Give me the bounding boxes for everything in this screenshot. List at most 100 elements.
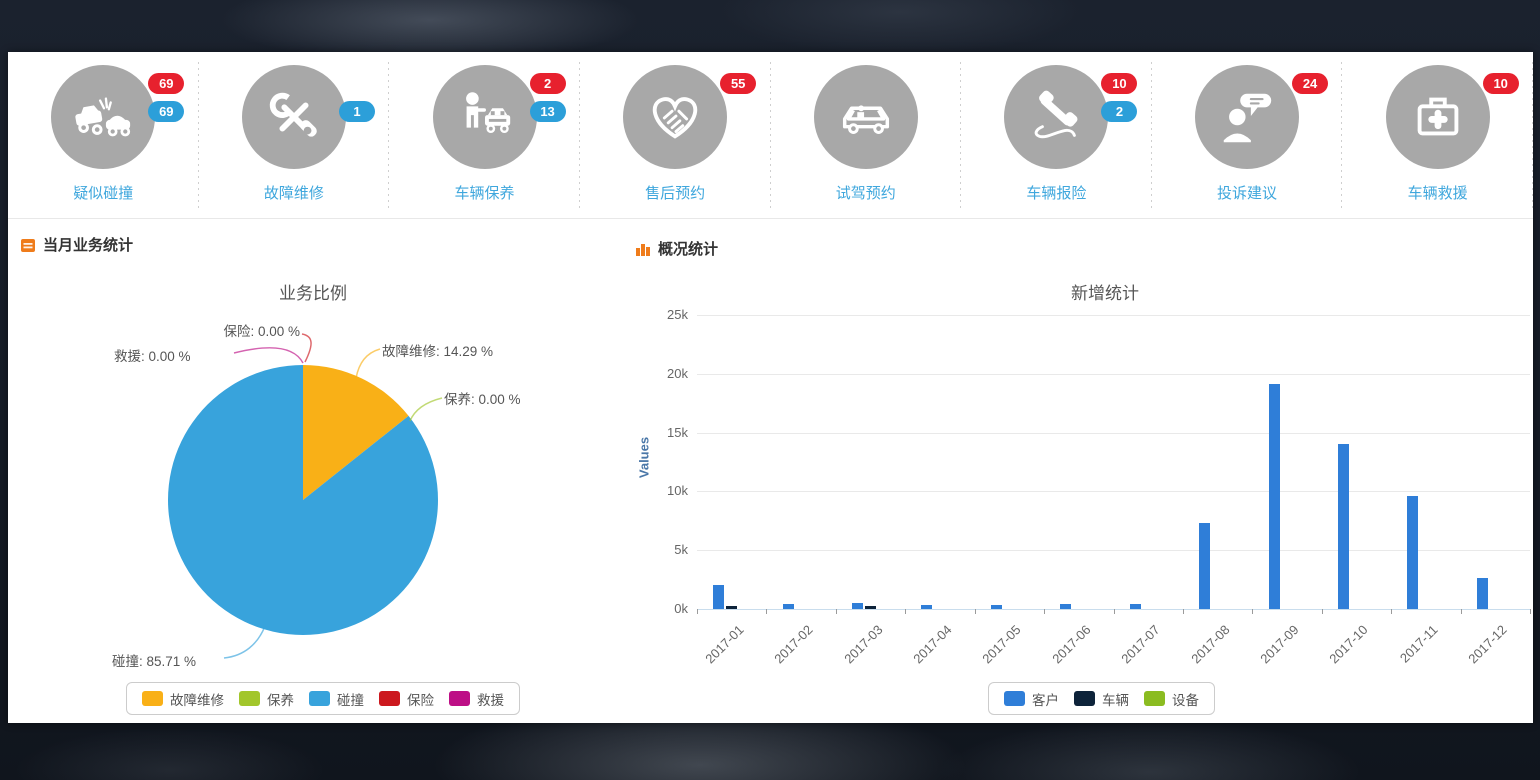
x-tick-label: 2017-03: [840, 622, 886, 667]
x-tick: [766, 609, 768, 614]
badge-blue: 1: [338, 101, 375, 122]
x-tick: [1530, 609, 1531, 614]
quick-action-label: 试驾预约: [835, 185, 896, 202]
feedback-person-icon: [1195, 65, 1300, 169]
legend-label: 保险: [407, 692, 434, 708]
quick-action-6[interactable]: 10 2 车辆报险: [961, 52, 1152, 216]
y-tick-label: 10k: [667, 483, 688, 499]
first-aid-kit-icon: [1385, 65, 1490, 169]
gridline: [697, 373, 1530, 375]
legend-item-保养[interactable]: 保养: [239, 689, 294, 709]
car-icon: [813, 65, 918, 169]
quick-action-1[interactable]: 69 69 疑似碰撞: [8, 52, 199, 216]
pie-leader-line: [301, 333, 312, 363]
quick-action-7[interactable]: 24 投诉建议: [1152, 52, 1343, 216]
bar-chart-legend: 客户 车辆 设备: [988, 682, 1215, 715]
badge-red: 55: [720, 73, 757, 94]
legend-label: 救援: [477, 692, 504, 708]
x-tick: [835, 609, 837, 614]
y-axis-title: Values: [636, 436, 652, 479]
x-tick-label: 2017-02: [771, 622, 816, 667]
legend-label: 车辆: [1102, 692, 1129, 708]
bar-chart-icon: [635, 241, 651, 257]
bar-chart-plot: [697, 315, 1531, 614]
bar-客户-2017-03: [852, 603, 864, 609]
quick-action-label: 疑似碰撞: [73, 185, 134, 202]
section-divider: [8, 218, 1533, 219]
legend-label: 保养: [267, 692, 294, 708]
x-tick-label: 2017-07: [1118, 622, 1163, 667]
left-section-header: 当月业务统计: [20, 234, 133, 255]
badge-red: 69: [148, 73, 185, 94]
quick-action-4[interactable]: 55 售后预约: [580, 52, 771, 216]
y-tick-label: 25k: [667, 307, 688, 322]
quick-action-8[interactable]: 10 车辆救援: [1342, 52, 1533, 216]
x-tick: [697, 609, 698, 614]
x-tick-label: 2017-08: [1187, 622, 1233, 667]
legend-chip: [379, 691, 400, 706]
quick-action-3[interactable]: 2 13 车辆保养: [389, 52, 580, 216]
badge-red: 24: [1292, 73, 1329, 94]
legend-item-故障维修[interactable]: 故障维修: [142, 689, 224, 709]
handshake-heart-icon: [623, 65, 728, 169]
x-tick-label: 2017-01: [701, 622, 747, 667]
pie-slice-3: [167, 364, 439, 635]
quick-actions-row: 69 69 疑似碰撞 1 故障维修 2 13 车辆保养 55 售后预约 试驾预约 10 2 车辆报险 24 投…: [8, 52, 1533, 216]
pie-callout: 碰撞: 85.71 %: [112, 654, 197, 669]
repair-tools-icon: [241, 65, 346, 169]
legend-item-客户[interactable]: 客户: [1004, 689, 1059, 709]
bar-客户-2017-01: [713, 585, 725, 609]
legend-chip: [1144, 691, 1165, 706]
legend-item-车辆[interactable]: 车辆: [1074, 689, 1129, 709]
x-tick: [1321, 609, 1323, 614]
y-tick-label: 20k: [667, 365, 688, 381]
pie-chart-legend: 故障维修 保养 碰撞 保险 救援: [126, 682, 520, 715]
x-tick-label: 2017-06: [1049, 622, 1094, 667]
quick-action-5[interactable]: 试驾预约: [771, 52, 962, 216]
x-tick-label: 2017-12: [1465, 622, 1510, 667]
right-section-title: 概况统计: [658, 241, 719, 258]
quick-action-label: 车辆报险: [1026, 185, 1087, 202]
gridline: [697, 315, 1530, 316]
x-tick: [1182, 609, 1184, 614]
pie-leader-line: [355, 348, 381, 379]
badge-red: 10: [1101, 73, 1138, 94]
x-tick: [974, 609, 976, 614]
y-tick-label: 5k: [674, 542, 688, 558]
x-tick: [905, 609, 907, 614]
pie-leader-line: [409, 397, 443, 422]
pie-callout: 故障维修: 14.29 %: [382, 344, 494, 359]
gridline: [697, 550, 1530, 552]
bar-客户-2017-08: [1199, 523, 1211, 609]
quick-action-label: 投诉建议: [1217, 185, 1278, 202]
x-tick-label: 2017-09: [1257, 622, 1302, 667]
pie-callout: 救援: 0.00 %: [114, 349, 191, 364]
gridline: [697, 432, 1530, 434]
bar-客户-2017-04: [921, 604, 933, 609]
quick-action-2[interactable]: 1 故障维修: [199, 52, 390, 216]
legend-item-保险[interactable]: 保险: [379, 689, 434, 709]
legend-chip: [1074, 691, 1095, 706]
legend-label: 碰撞: [337, 692, 364, 708]
pie-callout: 保养: 0.00 %: [444, 392, 521, 407]
right-section-header: 概况统计: [635, 238, 718, 259]
y-tick-label: 15k: [667, 424, 688, 440]
bar-客户-2017-12: [1476, 578, 1488, 609]
legend-chip: [239, 691, 260, 706]
x-tick: [1460, 609, 1462, 614]
legend-chip: [449, 691, 470, 706]
pie-slice-1: [303, 365, 409, 500]
gridline: [697, 491, 1530, 493]
legend-item-碰撞[interactable]: 碰撞: [309, 689, 364, 709]
bar-chart-title: 新增统计: [1071, 284, 1139, 303]
content-panel: 69 69 疑似碰撞 1 故障维修 2 13 车辆保养 55 售后预约 试驾预约 10 2 车辆报险 24 投…: [8, 52, 1533, 723]
legend-item-救援[interactable]: 救援: [449, 689, 504, 709]
bar-客户-2017-09: [1268, 384, 1280, 609]
y-tick-label: 0k: [674, 601, 688, 616]
quick-action-label: 车辆救援: [1407, 185, 1468, 202]
pie-callout: 保险: 0.00 %: [223, 324, 300, 339]
bar-客户-2017-02: [782, 604, 794, 609]
legend-item-设备[interactable]: 设备: [1144, 689, 1199, 709]
x-tick: [1113, 609, 1115, 614]
